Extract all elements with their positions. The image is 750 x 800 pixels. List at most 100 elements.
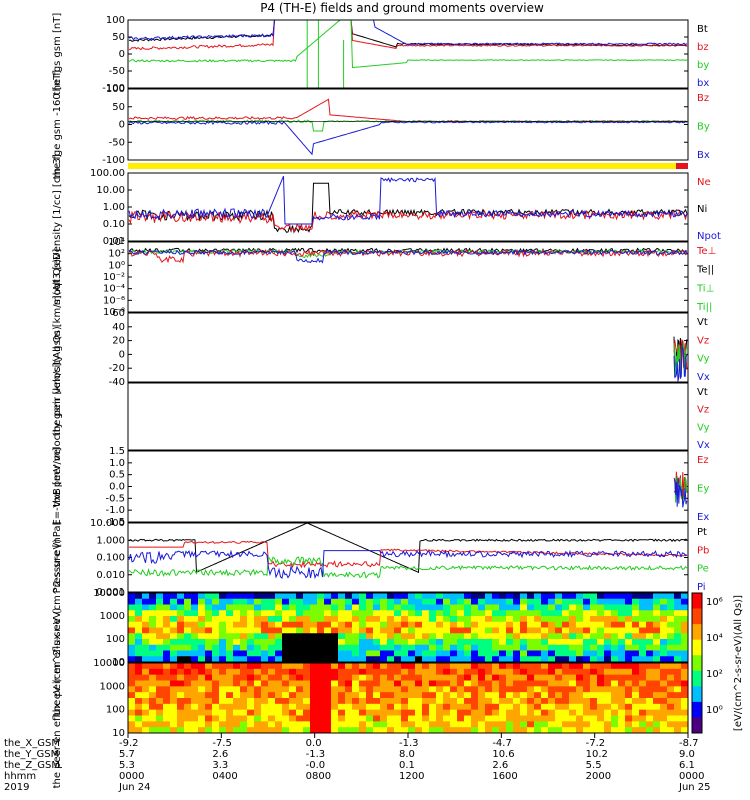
heatmap-cell	[268, 721, 276, 728]
ytick-label: 50	[112, 102, 125, 113]
heatmap-cell	[422, 709, 430, 716]
colorbar-tick: 10⁶	[706, 597, 723, 608]
heatmap-cell	[303, 621, 311, 628]
heatmap-cell	[660, 627, 668, 634]
heatmap-cell	[380, 644, 388, 651]
heatmap-cell	[156, 650, 164, 657]
heatmap-cell	[387, 604, 395, 611]
heatmap-cell	[247, 616, 255, 623]
heatmap-cell	[674, 616, 682, 623]
ytick-label: 0.010	[96, 570, 125, 581]
heatmap-cell	[527, 709, 535, 716]
heatmap-cell	[590, 663, 598, 670]
heatmap-cell	[163, 616, 171, 623]
colorbar-band	[692, 670, 702, 687]
heatmap-cell	[303, 633, 311, 640]
heatmap-cell	[282, 633, 290, 640]
heatmap-cell	[275, 627, 283, 634]
heatmap-cell	[471, 616, 479, 623]
heatmap-cell	[142, 650, 150, 657]
heatmap-cell	[415, 686, 423, 693]
heatmap-cell	[639, 604, 647, 611]
heatmap-cell	[625, 604, 633, 611]
heatmap-cell	[310, 621, 318, 628]
heatmap-cell	[310, 727, 318, 734]
heatmap-cell	[450, 715, 458, 722]
heatmap-cell	[268, 656, 276, 663]
heatmap-cell	[275, 616, 283, 623]
heatmap-cell	[408, 692, 416, 699]
heatmap-cell	[205, 663, 213, 670]
ytick-label: 1.000	[96, 535, 125, 546]
heatmap-cell	[576, 692, 584, 699]
heatmap-cell	[128, 668, 136, 676]
heatmap-cell	[471, 593, 479, 600]
heatmap-cell	[436, 593, 444, 600]
heatmap-cell	[485, 627, 493, 634]
heatmap-cell	[450, 598, 458, 605]
heatmap-cell	[282, 727, 290, 734]
heatmap-cell	[310, 593, 318, 600]
heatmap-cell	[275, 698, 283, 705]
heatmap-cell	[156, 715, 164, 722]
heatmap-cell	[184, 610, 192, 617]
heatmap-cell	[485, 668, 493, 676]
heatmap-cell	[527, 663, 535, 670]
heatmap-cell	[604, 709, 612, 716]
heatmap-cell	[177, 663, 185, 670]
heatmap-cell	[163, 650, 171, 657]
heatmap-cell	[485, 680, 493, 687]
trace-bt	[128, 19, 688, 48]
heatmap-cell	[317, 715, 325, 722]
heatmap-cell	[366, 686, 374, 693]
heatmap-cell	[478, 610, 486, 617]
heatmap-cell	[247, 715, 255, 722]
heatmap-cell	[422, 663, 430, 670]
heatmap-cell	[667, 621, 675, 628]
heatmap-cell	[506, 616, 514, 623]
xaxis-value: 9.0	[679, 749, 695, 760]
heatmap-cell	[485, 727, 493, 734]
heatmap-cell	[611, 650, 619, 657]
heatmap-cell	[646, 686, 654, 693]
heatmap-cell	[492, 663, 500, 670]
heatmap-cell	[618, 621, 626, 628]
heatmap-cell	[177, 686, 185, 693]
heatmap-cell	[674, 639, 682, 646]
heatmap-cell	[128, 692, 136, 699]
heatmap-cell	[674, 650, 682, 657]
heatmap-cell	[156, 692, 164, 699]
heatmap-cell	[296, 656, 304, 663]
heatmap-cell	[618, 604, 626, 611]
xaxis-value: 0400	[212, 771, 237, 782]
heatmap-cell	[373, 621, 381, 628]
heatmap-cell	[254, 715, 262, 722]
heatmap-cell	[156, 644, 164, 651]
heatmap-cell	[240, 727, 248, 734]
heatmap-cell	[345, 715, 353, 722]
heatmap-cell	[387, 727, 395, 734]
ytick-label: 0.01	[103, 236, 125, 247]
heatmap-cell	[611, 680, 619, 687]
heatmap-cell	[240, 715, 248, 722]
heatmap-cell	[576, 668, 584, 676]
heatmap-cell	[289, 715, 297, 722]
heatmap-cell	[646, 721, 654, 728]
heatmap-cell	[415, 668, 423, 676]
heatmap-cell	[436, 633, 444, 640]
legend-entry: Te||	[696, 265, 714, 276]
heatmap-cell	[373, 627, 381, 634]
heatmap-cell	[212, 692, 220, 699]
heatmap-cell	[184, 656, 192, 663]
heatmap-cell	[520, 593, 528, 600]
heatmap-cell	[296, 616, 304, 623]
heatmap-cell	[247, 709, 255, 716]
heatmap-cell	[380, 709, 388, 716]
heatmap-cell	[590, 604, 598, 611]
heatmap-cell	[569, 674, 577, 681]
heatmap-cell	[562, 674, 570, 681]
heatmap-cell	[576, 598, 584, 605]
heatmap-cell	[534, 698, 542, 705]
heatmap-cell	[464, 680, 472, 687]
panel-frame	[127, 241, 689, 313]
